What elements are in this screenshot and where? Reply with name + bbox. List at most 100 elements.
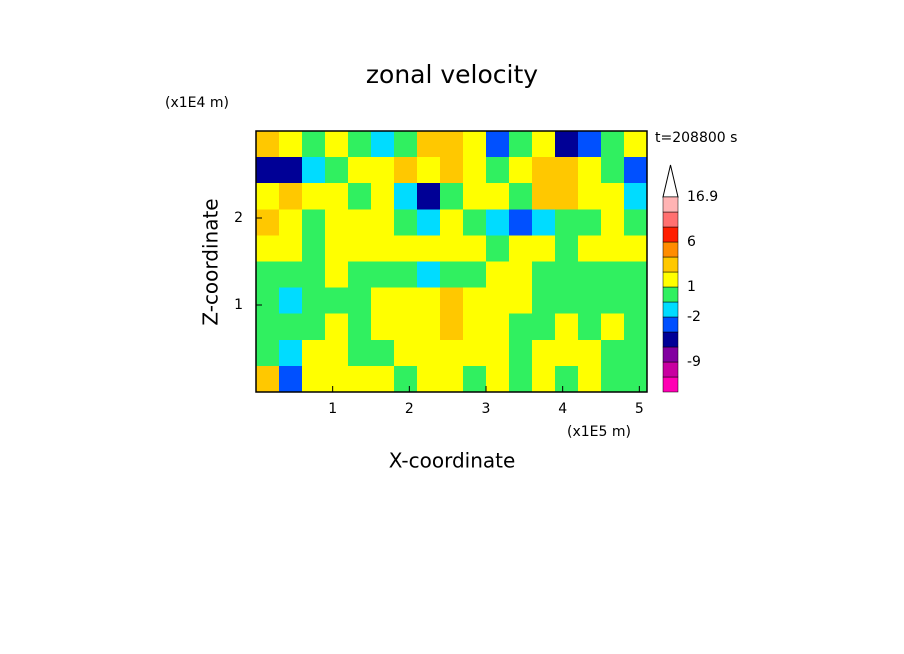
field-cell	[279, 261, 303, 289]
field-cell	[624, 131, 648, 158]
colorbar-segment	[662, 316, 679, 333]
y-tick-label: 1	[234, 297, 243, 313]
field-cell	[279, 209, 303, 236]
field-cell	[348, 209, 372, 236]
field-cell	[532, 339, 556, 367]
field-cell	[463, 313, 487, 341]
field-cell	[509, 287, 533, 315]
field-cell	[578, 209, 602, 236]
field-cell	[256, 131, 280, 158]
contour-field	[256, 131, 648, 393]
field-cell	[325, 235, 349, 262]
field-cell	[417, 313, 441, 341]
field-cell	[532, 157, 556, 184]
field-cell	[601, 157, 625, 184]
field-cell	[325, 313, 349, 341]
field-cell	[486, 131, 510, 158]
field-cell	[486, 261, 510, 289]
field-cell	[555, 261, 579, 289]
field-cell	[302, 209, 326, 236]
field-cell	[463, 261, 487, 289]
field-cell	[417, 339, 441, 367]
field-cell	[417, 157, 441, 184]
field-cell	[578, 131, 602, 158]
field-cell	[302, 365, 326, 393]
field-cell	[509, 235, 533, 262]
field-cell	[440, 339, 464, 367]
field-cell	[555, 365, 579, 393]
field-cell	[624, 157, 648, 184]
field-cell	[555, 209, 579, 236]
field-cell	[440, 157, 464, 184]
field-cell	[486, 209, 510, 236]
colorbar-segment	[662, 196, 679, 213]
field-cell	[601, 235, 625, 262]
x-tick-label: 5	[635, 401, 644, 417]
field-cell	[394, 235, 418, 262]
field-cell	[348, 287, 372, 315]
field-cell	[463, 339, 487, 367]
field-cell	[624, 287, 648, 315]
field-cell	[601, 313, 625, 341]
field-cell	[601, 131, 625, 158]
field-cell	[555, 157, 579, 184]
field-cell	[325, 287, 349, 315]
field-cell	[256, 365, 280, 393]
field-cell	[509, 157, 533, 184]
field-cell	[417, 131, 441, 158]
field-cell	[371, 287, 395, 315]
field-cell	[578, 365, 602, 393]
field-cell	[256, 339, 280, 367]
field-cell	[463, 287, 487, 315]
field-cell	[532, 287, 556, 315]
field-cell	[371, 365, 395, 393]
field-cell	[371, 235, 395, 262]
chart-title: zonal velocity	[366, 60, 538, 89]
field-cell	[371, 183, 395, 210]
field-cell	[601, 365, 625, 393]
field-cell	[532, 365, 556, 393]
field-cell	[279, 339, 303, 367]
field-cell	[440, 313, 464, 341]
field-cell	[348, 339, 372, 367]
field-cell	[509, 183, 533, 210]
field-cell	[325, 339, 349, 367]
field-cell	[279, 157, 303, 184]
field-cell	[440, 183, 464, 210]
field-cell	[578, 339, 602, 367]
field-cell	[302, 157, 326, 184]
field-cell	[256, 183, 280, 210]
field-cell	[371, 209, 395, 236]
x-tick-label: 3	[482, 401, 491, 417]
field-cell	[440, 261, 464, 289]
field-cell	[371, 131, 395, 158]
field-cell	[555, 235, 579, 262]
colorbar-segment	[662, 271, 679, 288]
field-cell	[463, 157, 487, 184]
field-cell	[417, 183, 441, 210]
field-cell	[486, 235, 510, 262]
field-cell	[578, 313, 602, 341]
field-cell	[348, 235, 372, 262]
colorbar-segment	[662, 241, 679, 258]
colorbar-segment	[662, 256, 679, 273]
colorbar-extension	[662, 164, 679, 198]
field-cell	[394, 287, 418, 315]
field-cell	[417, 365, 441, 393]
colorbar-segment	[662, 331, 679, 348]
field-cell	[279, 365, 303, 393]
field-cell	[348, 157, 372, 184]
field-cell	[601, 339, 625, 367]
field-cell	[509, 339, 533, 367]
colorbar-segment	[662, 376, 679, 393]
field-cell	[256, 235, 280, 262]
field-cell	[325, 261, 349, 289]
colorbar-segment	[662, 361, 679, 378]
field-cell	[578, 261, 602, 289]
field-cell	[440, 209, 464, 236]
field-cell	[486, 313, 510, 341]
y-tick-label: 2	[234, 210, 243, 226]
field-cell	[302, 313, 326, 341]
field-cell	[440, 131, 464, 158]
field-cell	[440, 287, 464, 315]
